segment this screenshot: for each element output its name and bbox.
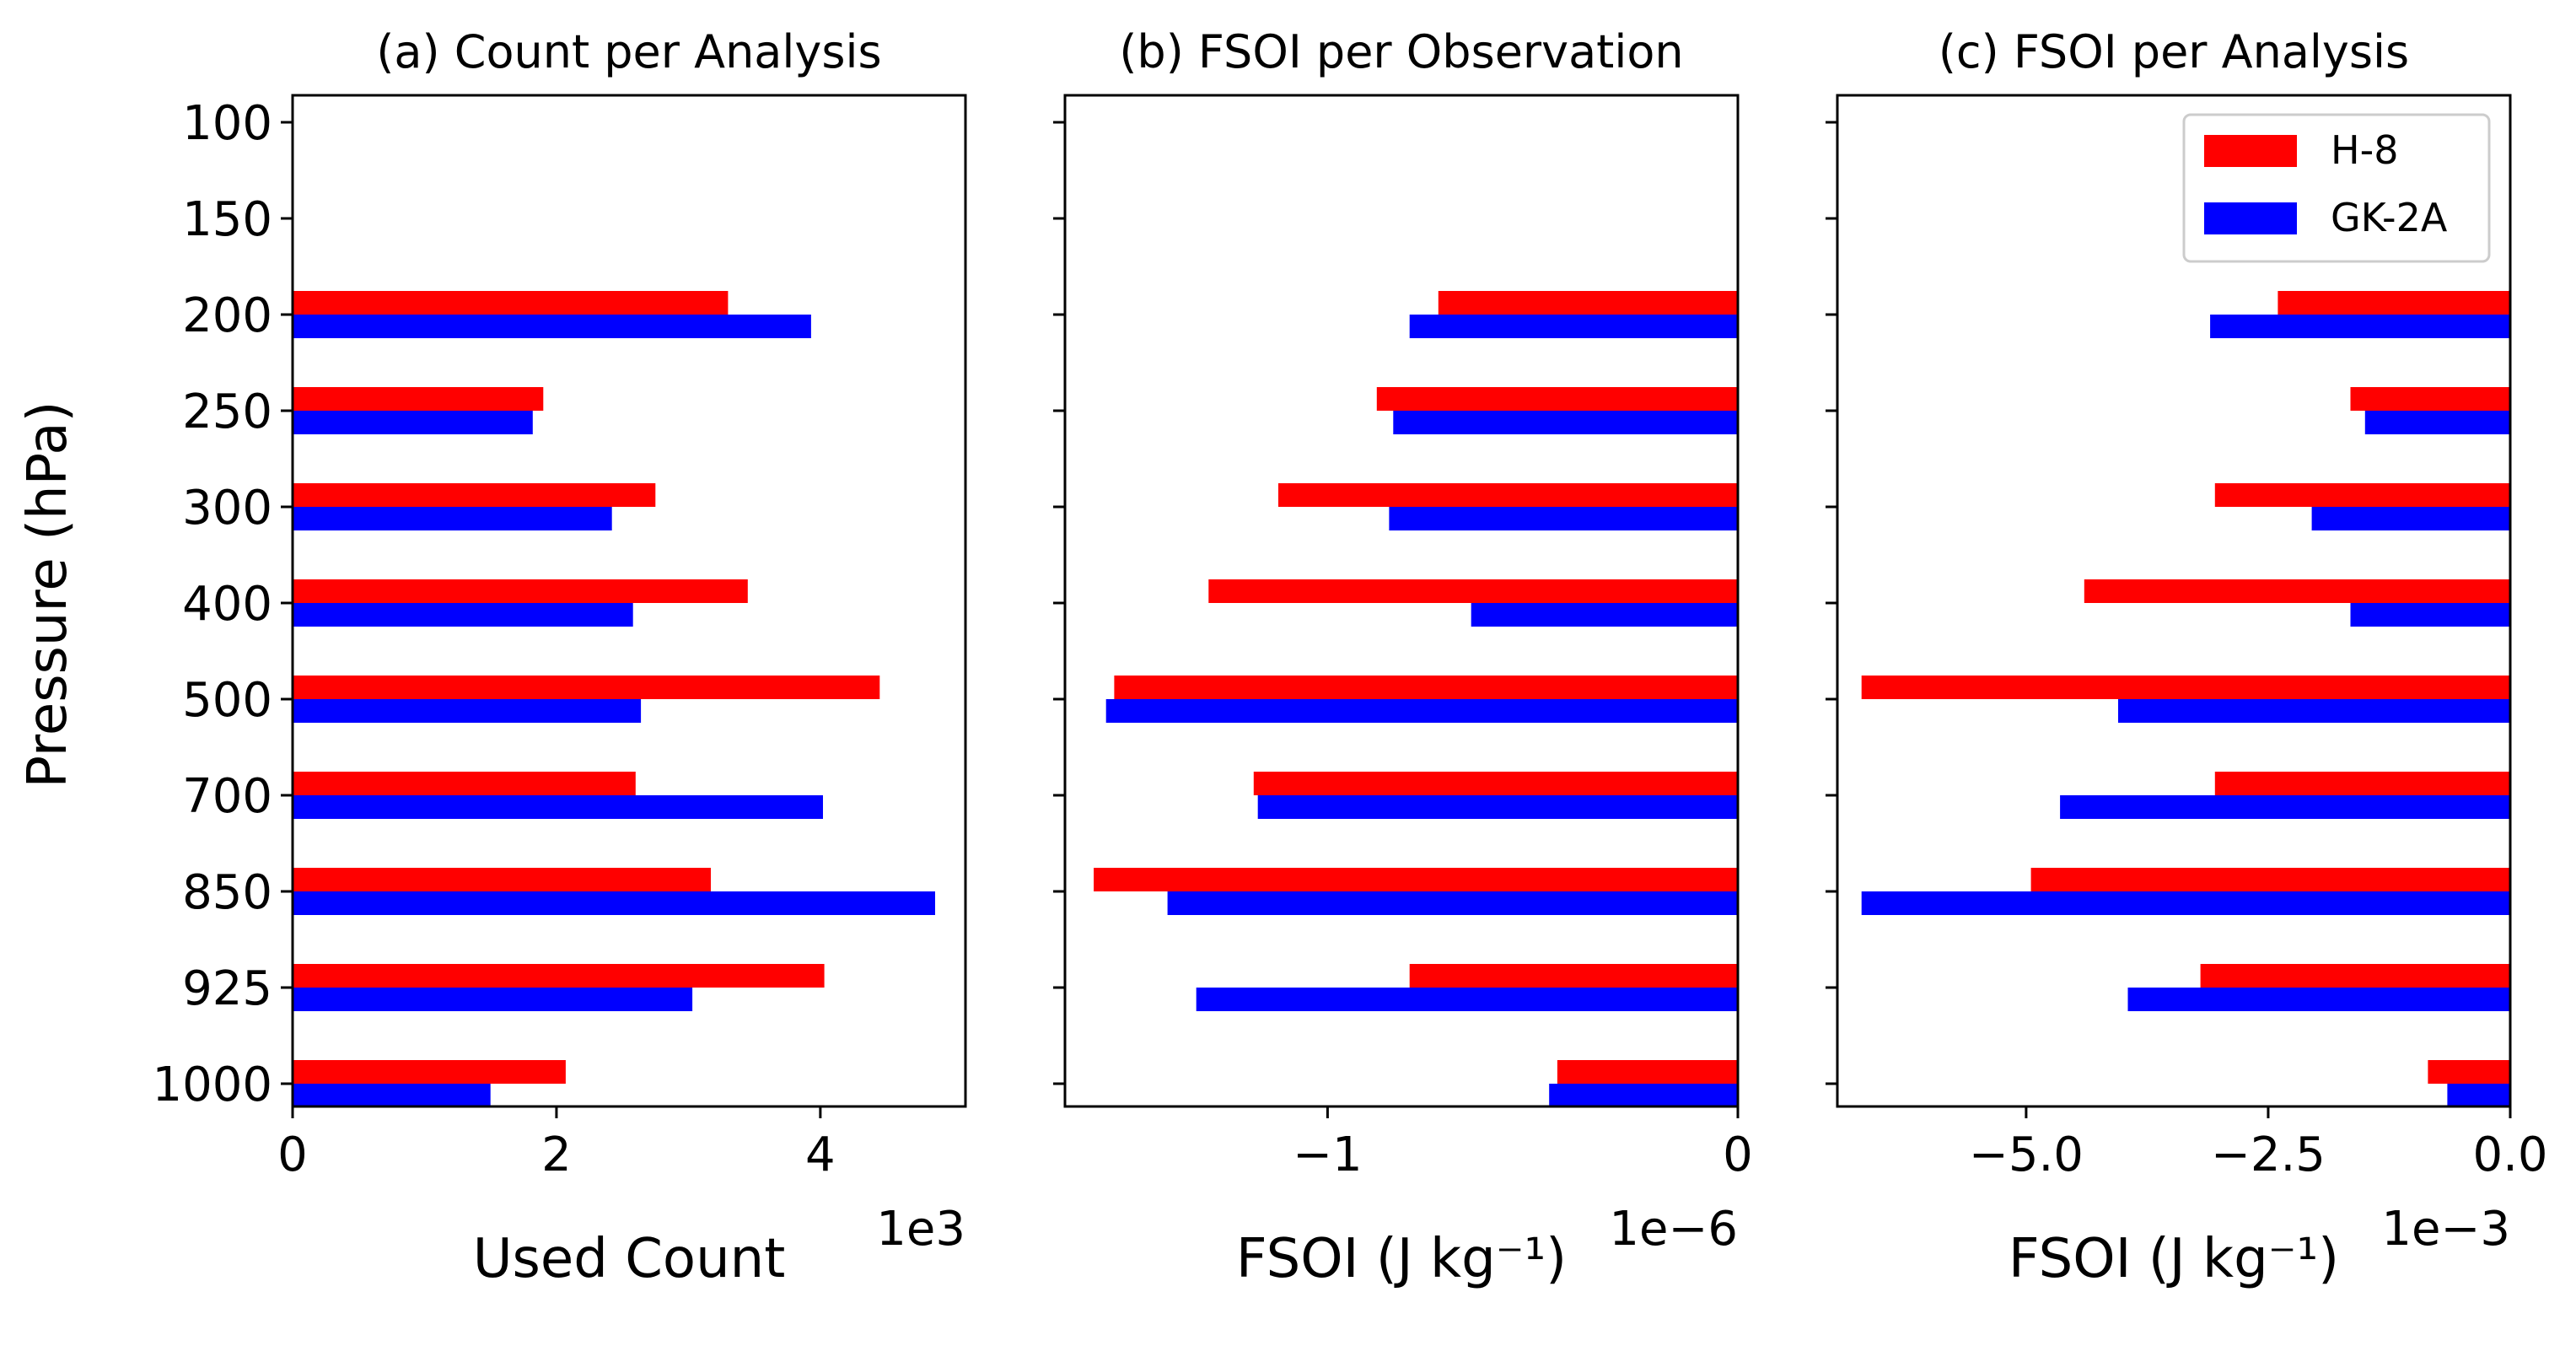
x-tick-label: 0 xyxy=(1723,1128,1753,1182)
y-tick-label: 200 xyxy=(182,288,272,343)
x-axis-label: FSOI (J kg⁻¹) xyxy=(2009,1228,2339,1290)
panel-b: −1 0 1e−6 FSOI (J kg⁻¹) (b) FSOI per Observa… xyxy=(1053,25,1753,1290)
bar-h8-250 xyxy=(293,387,544,411)
x-tick-label: 0.0 xyxy=(2472,1128,2547,1182)
bar-h8-200 xyxy=(2278,291,2510,315)
legend-swatch-h8 xyxy=(2204,135,2297,167)
y-tick-label: 850 xyxy=(182,865,272,920)
bar-gk2a-850 xyxy=(1861,891,2510,915)
bar-h8-700 xyxy=(1253,772,1738,795)
bar-h8-850 xyxy=(1094,868,1738,891)
bar-gk2a-200 xyxy=(293,315,811,338)
bar-gk2a-200 xyxy=(1409,315,1738,338)
bar-gk2a-250 xyxy=(1393,411,1738,434)
bar-gk2a-500 xyxy=(2118,699,2510,723)
legend-label-h8: H-8 xyxy=(2331,127,2398,173)
y-tick-label: 925 xyxy=(182,961,272,1016)
bar-h8-1000 xyxy=(1557,1060,1738,1084)
y-tick-label: 700 xyxy=(182,769,272,824)
bar-gk2a-300 xyxy=(2311,507,2510,530)
bar-h8-250 xyxy=(1376,387,1738,411)
bar-h8-1000 xyxy=(2428,1060,2510,1084)
bar-gk2a-1000 xyxy=(293,1084,491,1107)
panel-c: −5.0 −2.5 0.0 1e−3 FSOI (J kg⁻¹) (c) FSOI per… xyxy=(1826,25,2548,1290)
bar-h8-500 xyxy=(293,676,880,699)
bar-h8-400 xyxy=(1208,579,1738,603)
bar-gk2a-500 xyxy=(293,699,642,723)
bar-gk2a-925 xyxy=(293,988,693,1011)
y-tick-label: 1000 xyxy=(152,1058,272,1112)
axes-frame xyxy=(1063,94,1740,1108)
bar-h8-925 xyxy=(293,964,825,988)
bar-gk2a-850 xyxy=(1167,891,1738,915)
y-tick-label: 400 xyxy=(182,577,272,632)
y-tick-label: 100 xyxy=(182,96,272,151)
x-axis-label: Used Count xyxy=(473,1228,786,1290)
bar-gk2a-250 xyxy=(2364,411,2510,434)
bar-gk2a-400 xyxy=(1471,603,1738,627)
x-tick-label: −2.5 xyxy=(2211,1128,2326,1182)
bar-gk2a-700 xyxy=(293,795,823,819)
bar-h8-850 xyxy=(2030,868,2510,891)
bar-gk2a-300 xyxy=(293,507,612,530)
panel-title: (b) FSOI per Observation xyxy=(1119,25,1683,78)
bar-h8-400 xyxy=(293,579,748,603)
x-tick-label: −1 xyxy=(1293,1128,1363,1182)
y-tick-label: 150 xyxy=(182,192,272,247)
bar-gk2a-200 xyxy=(2210,315,2510,338)
bar-h8-400 xyxy=(2084,579,2510,603)
bar-h8-700 xyxy=(293,772,636,795)
bar-gk2a-300 xyxy=(1389,507,1738,530)
bar-h8-300 xyxy=(293,483,656,507)
bar-h8-200 xyxy=(293,291,729,315)
bar-h8-300 xyxy=(2214,483,2510,507)
x-offset-label: 1e3 xyxy=(876,1202,965,1257)
bar-h8-200 xyxy=(1438,291,1738,315)
bar-gk2a-700 xyxy=(2060,795,2510,819)
bar-gk2a-700 xyxy=(1257,795,1738,819)
y-tick-label: 250 xyxy=(182,385,272,439)
bar-gk2a-400 xyxy=(293,603,633,627)
panel-title: (c) FSOI per Analysis xyxy=(1939,25,2409,78)
bar-h8-925 xyxy=(1409,964,1738,988)
x-offset-label: 1e−6 xyxy=(1609,1202,1738,1257)
axes-frame xyxy=(291,94,967,1108)
y-tick-label: 500 xyxy=(182,673,272,728)
bar-h8-1000 xyxy=(293,1060,566,1084)
x-tick-label: 0 xyxy=(277,1128,308,1182)
bar-gk2a-400 xyxy=(2350,603,2510,627)
x-tick-label: −5.0 xyxy=(1969,1128,2084,1182)
bar-gk2a-1000 xyxy=(1549,1084,1738,1107)
x-tick-label: 4 xyxy=(805,1128,836,1182)
x-tick-label: 2 xyxy=(541,1128,572,1182)
legend: H-8 GK-2A xyxy=(2182,113,2491,263)
bar-gk2a-925 xyxy=(1196,988,1738,1011)
x-offset-label: 1e−3 xyxy=(2381,1202,2510,1257)
bar-h8-700 xyxy=(2214,772,2510,795)
y-tick-label: 300 xyxy=(182,481,272,536)
axes-frame xyxy=(1836,94,2512,1108)
legend-swatch-gk2a xyxy=(2204,202,2297,234)
panel-title: (a) Count per Analysis xyxy=(376,25,881,78)
bar-h8-500 xyxy=(1114,676,1738,699)
bar-h8-925 xyxy=(2200,964,2510,988)
bar-gk2a-1000 xyxy=(2447,1084,2510,1107)
bar-gk2a-500 xyxy=(1105,699,1738,723)
bar-h8-250 xyxy=(2350,387,2510,411)
bar-gk2a-925 xyxy=(2127,988,2510,1011)
legend-label-gk2a: GK-2A xyxy=(2331,195,2448,240)
bar-gk2a-850 xyxy=(293,891,935,915)
x-axis-label: FSOI (J kg⁻¹) xyxy=(1236,1228,1567,1290)
bar-gk2a-250 xyxy=(293,411,533,434)
bar-h8-500 xyxy=(1861,676,2510,699)
bar-h8-850 xyxy=(293,868,711,891)
bar-h8-300 xyxy=(1278,483,1738,507)
y-axis-label: Pressure (hPa) xyxy=(17,401,79,788)
